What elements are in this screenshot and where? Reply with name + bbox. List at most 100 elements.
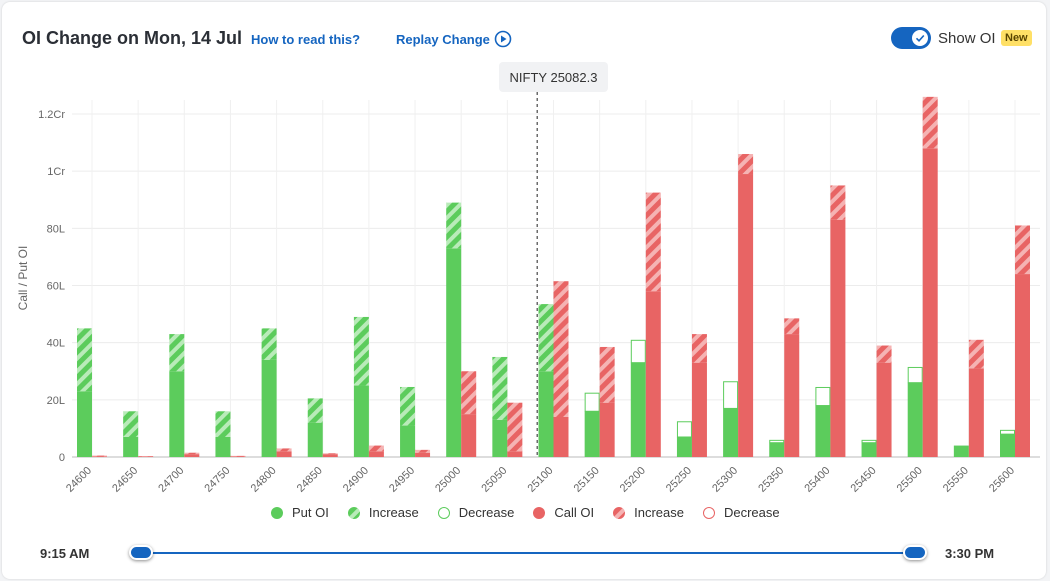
put-decrease-bar xyxy=(907,366,923,384)
call-increase-bar xyxy=(92,455,107,457)
put-decrease-bar xyxy=(1000,429,1015,435)
x-tick-label: 25150 xyxy=(572,465,602,495)
put-decrease-bar xyxy=(861,439,877,444)
checkmark-icon xyxy=(915,34,925,42)
legend-call-increase[interactable]: Increase xyxy=(612,505,684,520)
legend-put-increase[interactable]: Increase xyxy=(347,505,419,520)
legend-put-decrease[interactable]: Decrease xyxy=(437,505,514,520)
call-increase-bar xyxy=(784,318,800,335)
call-increase-bar xyxy=(415,449,431,453)
x-tick-label: 25550 xyxy=(941,465,971,495)
call-oi-bar xyxy=(230,456,246,457)
call-increase-bar xyxy=(184,452,200,455)
call-increase-bar xyxy=(830,185,846,220)
x-tick-label: 24950 xyxy=(387,465,417,495)
timeline-start-handle[interactable] xyxy=(129,545,153,560)
show-oi-label: Show OI xyxy=(938,30,996,47)
new-badge: New xyxy=(1001,30,1032,46)
put-oi-bar xyxy=(538,371,554,457)
show-oi-toggle[interactable] xyxy=(891,27,931,49)
x-tick-label: 25450 xyxy=(849,465,879,495)
timeline-end-handle[interactable] xyxy=(903,545,927,560)
x-tick-label: 25100 xyxy=(526,465,556,495)
x-tick-label: 24900 xyxy=(341,465,371,495)
y-tick-label: 60L xyxy=(47,281,65,293)
y-tick-label: 20L xyxy=(47,395,65,407)
put-oi-swatch-icon xyxy=(271,506,283,519)
put-decrease-bar xyxy=(630,339,646,364)
x-tick-label: 25350 xyxy=(756,465,786,495)
put-decrease-bar xyxy=(584,392,600,412)
x-tick-label: 24600 xyxy=(64,465,94,495)
y-tick-label: 0 xyxy=(59,452,65,464)
y-tick-label: 80L xyxy=(47,223,65,235)
x-tick-label: 25200 xyxy=(618,465,648,495)
put-oi-bar xyxy=(769,442,785,457)
call-oi-bar xyxy=(691,362,707,457)
call-oi-bar xyxy=(1015,274,1030,457)
put-increase-bar xyxy=(353,316,369,386)
put-increase-bar xyxy=(538,304,554,372)
call-oi-bar xyxy=(738,174,754,457)
put-increase-bar xyxy=(77,328,92,392)
call-increase-bar xyxy=(553,281,569,417)
timeline-start-label: 9:15 AM xyxy=(40,546,90,561)
play-circle-icon[interactable] xyxy=(494,30,512,48)
call-oi-bar xyxy=(138,456,154,457)
call-oi-bar xyxy=(645,291,661,457)
put-oi-bar xyxy=(215,436,231,457)
legend-call-decrease[interactable]: Decrease xyxy=(702,505,780,520)
put-oi-bar xyxy=(77,391,92,457)
put-increase-bar xyxy=(169,334,185,372)
call-oi-bar xyxy=(461,414,477,457)
call-oi-bar xyxy=(92,456,107,457)
put-oi-bar xyxy=(861,442,877,457)
timeline-slider-track[interactable] xyxy=(140,552,914,554)
put-oi-bar xyxy=(307,422,323,457)
call-oi-bar xyxy=(784,334,800,457)
x-tick-label: 25300 xyxy=(710,465,740,495)
call-oi-bar xyxy=(368,451,384,457)
legend-put-increase-label: Increase xyxy=(368,505,419,520)
call-oi-bar xyxy=(553,416,569,457)
y-tick-label: 40L xyxy=(47,338,65,350)
put-oi-bar xyxy=(400,425,416,457)
y-tick-label: 1Cr xyxy=(47,166,65,178)
y-axis-label: Call / Put OI xyxy=(16,246,30,311)
call-oi-bar xyxy=(415,452,431,457)
call-increase-bar xyxy=(738,154,754,175)
call-oi-bar xyxy=(276,451,292,457)
call-increase-bar xyxy=(1015,225,1030,275)
put-oi-bar xyxy=(584,411,600,457)
replay-change-link[interactable]: Replay Change xyxy=(396,32,490,47)
legend-call-oi[interactable]: Call OI xyxy=(532,505,594,520)
call-oi-bar xyxy=(922,148,938,458)
put-oi-bar xyxy=(676,436,692,457)
call-oi-swatch-icon xyxy=(533,506,546,519)
put-increase-bar xyxy=(492,356,508,420)
x-tick-label: 25500 xyxy=(895,465,925,495)
x-tick-label: 24700 xyxy=(156,465,186,495)
put-decrease-bar xyxy=(676,421,692,438)
call-increase-bar xyxy=(922,96,938,149)
x-tick-label: 25400 xyxy=(802,465,832,495)
x-tick-label: 24800 xyxy=(249,465,279,495)
call-increase-bar xyxy=(322,453,338,455)
put-oi-bar xyxy=(261,359,277,457)
put-increase-bar xyxy=(400,386,416,426)
put-oi-bar xyxy=(1000,434,1015,457)
put-increase-bar xyxy=(123,411,139,437)
x-tick-label: 25000 xyxy=(433,465,463,495)
legend-put-oi[interactable]: Put OI xyxy=(270,505,329,520)
call-increase-bar xyxy=(968,339,984,369)
call-increase-bar xyxy=(645,192,661,292)
x-tick-label: 25250 xyxy=(664,465,694,495)
call-increase-swatch-icon xyxy=(613,506,626,519)
call-increase-bar xyxy=(368,445,384,452)
call-oi-bar xyxy=(876,362,892,457)
put-decrease-bar xyxy=(723,381,739,409)
call-oi-bar xyxy=(599,402,615,457)
how-to-read-link[interactable]: How to read this? xyxy=(251,32,361,47)
call-increase-bar xyxy=(599,346,615,403)
